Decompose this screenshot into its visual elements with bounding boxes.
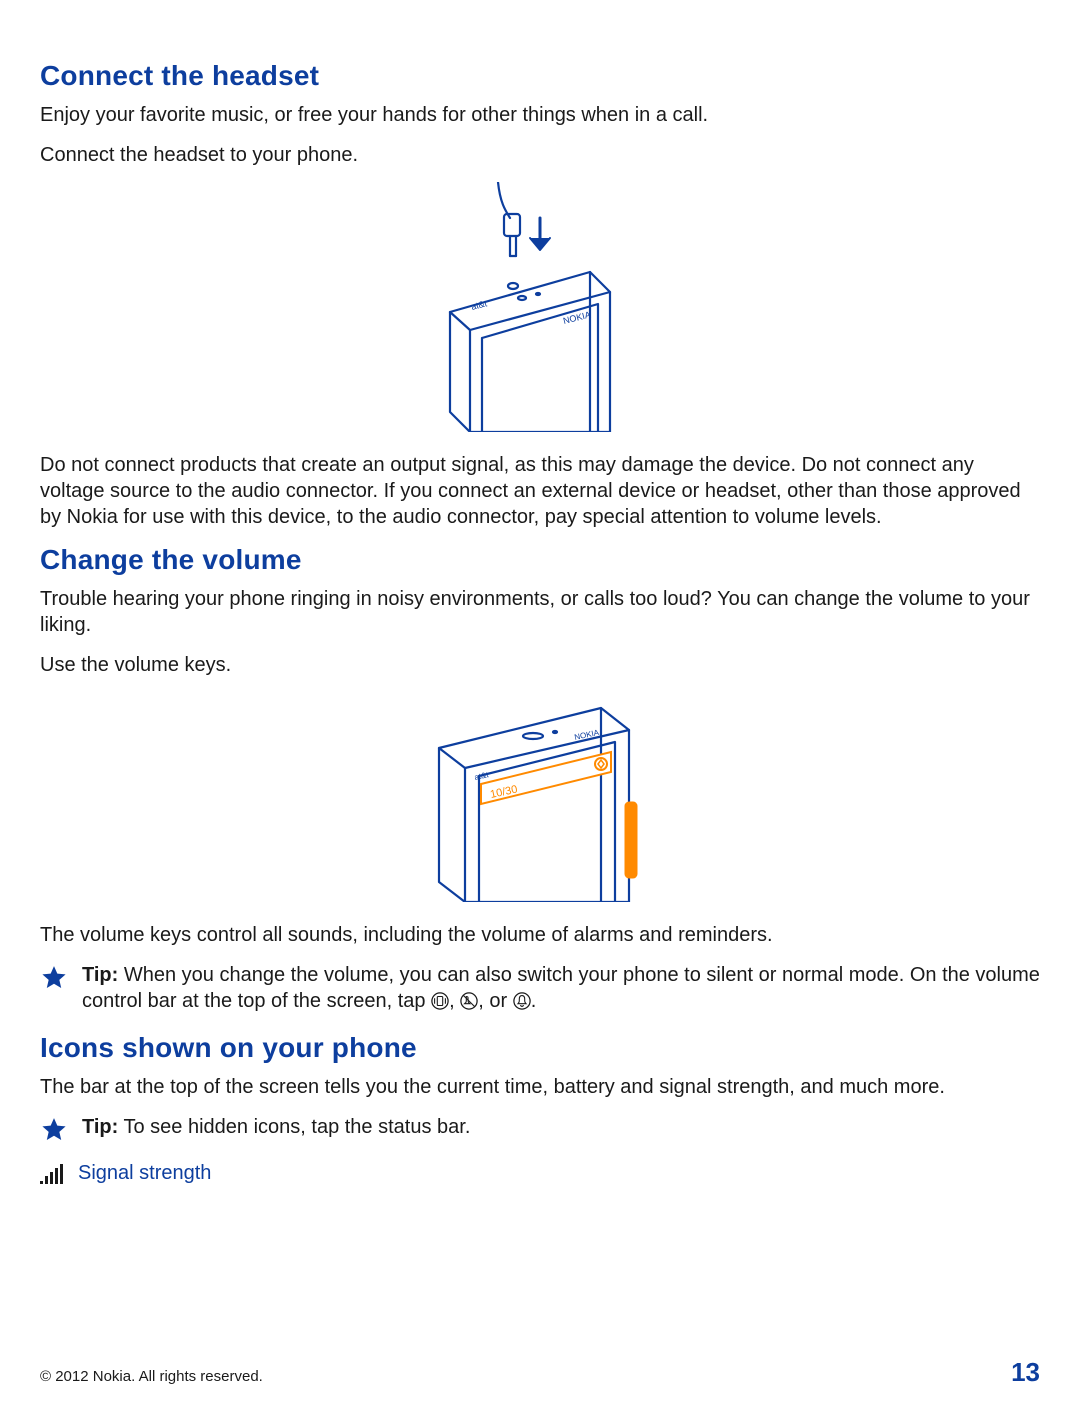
page-footer: © 2012 Nokia. All rights reserved. 13: [40, 1357, 1040, 1388]
star-icon: [40, 964, 68, 992]
diagram-label-nokia: NOKIA: [562, 309, 592, 325]
heading-icons: Icons shown on your phone: [40, 1032, 1040, 1064]
volume-paragraph-2: Use the volume keys.: [40, 652, 1040, 678]
signal-strength-icon: [40, 1164, 66, 1184]
headset-plug-diagram: at&t NOKIA: [410, 182, 670, 432]
star-icon: [40, 1116, 68, 1144]
headset-paragraph-2: Connect the headset to your phone.: [40, 142, 1040, 168]
volume-paragraph-1: Trouble hearing your phone ringing in no…: [40, 586, 1040, 638]
ring-mode-icon: [513, 992, 531, 1010]
tip-label: Tip:: [82, 1116, 118, 1138]
diagram-label-atat: at&t: [470, 298, 488, 312]
icons-tip-text: Tip: To see hidden icons, tap the status…: [82, 1114, 470, 1140]
diagram-label-atat-2: at&t: [474, 770, 491, 782]
tip-sep-1: ,: [449, 990, 460, 1012]
headset-paragraph-1: Enjoy your favorite music, or free your …: [40, 102, 1040, 128]
heading-change-volume: Change the volume: [40, 544, 1040, 576]
silent-mode-icon: [460, 992, 478, 1010]
tip-label: Tip:: [82, 964, 118, 986]
heading-connect-headset: Connect the headset: [40, 60, 1040, 92]
page: Connect the headset Enjoy your favorite …: [0, 0, 1080, 1422]
copyright-text: © 2012 Nokia. All rights reserved.: [40, 1368, 263, 1385]
vibrate-mode-icon: [431, 992, 449, 1010]
tip-sep-2: , or: [478, 990, 512, 1012]
volume-tip-text: Tip: When you change the volume, you can…: [82, 962, 1040, 1014]
page-number: 13: [1011, 1357, 1040, 1388]
tip-text-a: When you change the volume, you can also…: [82, 964, 1040, 1012]
signal-strength-row: Signal strength: [40, 1162, 1040, 1185]
volume-keys-diagram: 10/30 at&t NOKIA: [415, 692, 665, 902]
icons-paragraph-1: The bar at the top of the screen tells y…: [40, 1074, 1040, 1100]
volume-tip: Tip: When you change the volume, you can…: [40, 962, 1040, 1014]
tip-end: .: [531, 990, 537, 1012]
icons-tip: Tip: To see hidden icons, tap the status…: [40, 1114, 1040, 1144]
headset-paragraph-3: Do not connect products that create an o…: [40, 452, 1040, 530]
volume-paragraph-3: The volume keys control all sounds, incl…: [40, 922, 1040, 948]
signal-strength-label: Signal strength: [78, 1162, 211, 1185]
icons-tip-body: To see hidden icons, tap the status bar.: [118, 1116, 470, 1138]
